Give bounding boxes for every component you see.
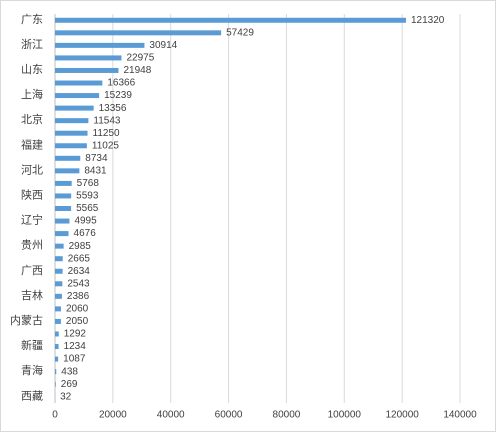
data-label: 4676 <box>74 228 97 239</box>
y-tick-label: 山东 <box>21 63 43 76</box>
bar <box>55 206 72 211</box>
y-tick-label: 西藏 <box>21 389 43 402</box>
y-tick-label: 北京 <box>21 112 43 126</box>
data-label: 22975 <box>126 53 154 64</box>
data-label: 30914 <box>149 40 177 51</box>
y-tick-label: 辽宁 <box>21 213 43 227</box>
data-label: 32 <box>60 391 72 402</box>
bar <box>55 281 63 287</box>
x-tick-label: 100000 <box>328 410 362 421</box>
data-label: 2634 <box>68 266 91 277</box>
y-tick-label: 陕西 <box>21 187 43 201</box>
bar <box>55 93 100 99</box>
y-tick-label: 广西 <box>21 264 43 277</box>
bar <box>55 130 88 136</box>
bar <box>55 218 70 224</box>
bar <box>55 344 59 350</box>
bar <box>55 256 63 262</box>
y-tick-label: 上海 <box>21 87 43 101</box>
bar <box>55 369 57 375</box>
data-label: 11025 <box>92 140 120 151</box>
data-label: 5768 <box>77 178 100 189</box>
bar <box>55 55 122 61</box>
y-tick-label: 吉林 <box>21 288 43 302</box>
x-tick-label: 120000 <box>385 410 419 421</box>
data-label: 13356 <box>99 103 127 114</box>
bar <box>55 67 119 73</box>
data-label: 2386 <box>67 291 90 302</box>
data-label: 2050 <box>66 316 89 327</box>
x-tick-label: 140000 <box>443 410 477 421</box>
bar <box>55 143 87 149</box>
x-tick-label: 80000 <box>273 410 301 421</box>
y-tick-label: 贵州 <box>21 239 43 252</box>
bar <box>55 42 145 48</box>
data-label: 5565 <box>76 203 99 214</box>
data-label: 8431 <box>84 165 107 176</box>
bar <box>55 80 103 86</box>
y-tick-label: 福建 <box>21 137 43 151</box>
x-tick-label: 0 <box>52 410 58 421</box>
data-label: 2985 <box>69 241 92 252</box>
bar <box>55 30 222 36</box>
bar <box>55 180 72 186</box>
data-label: 1087 <box>63 354 86 365</box>
data-label: 4995 <box>74 216 97 227</box>
bar <box>55 168 80 174</box>
data-label: 121320 <box>411 15 445 26</box>
data-label: 269 <box>61 379 78 390</box>
data-label: 1234 <box>64 341 87 352</box>
bar <box>55 243 64 249</box>
bar <box>55 268 63 274</box>
data-label: 11543 <box>93 115 121 126</box>
data-label: 2543 <box>67 278 90 289</box>
data-label: 5593 <box>76 191 99 202</box>
data-label: 438 <box>61 366 78 377</box>
data-label: 2060 <box>66 304 89 315</box>
data-label: 15239 <box>104 90 132 101</box>
bar <box>55 381 56 387</box>
x-tick-label: 60000 <box>215 410 243 421</box>
y-tick-label: 青海 <box>21 363 43 377</box>
y-tick-label: 内蒙古 <box>10 313 43 327</box>
x-tick-label: 20000 <box>99 410 127 421</box>
bar <box>55 155 81 161</box>
data-label: 57429 <box>226 27 254 38</box>
bar <box>55 306 61 312</box>
x-tick-label: 40000 <box>157 410 185 421</box>
data-label: 21948 <box>123 65 151 76</box>
bar <box>55 331 59 337</box>
bar <box>55 105 94 111</box>
data-label: 11250 <box>93 128 121 139</box>
bar <box>55 293 62 299</box>
bar <box>55 231 69 237</box>
bar <box>55 356 59 362</box>
y-tick-label: 新疆 <box>21 338 43 352</box>
data-label: 2665 <box>68 253 91 264</box>
data-label: 8734 <box>85 153 108 164</box>
bar <box>55 17 406 23</box>
data-label: 16366 <box>107 78 135 89</box>
data-label: 1292 <box>64 329 87 340</box>
y-tick-label: 浙江 <box>21 38 43 51</box>
y-tick-label: 河北 <box>21 163 43 176</box>
bar <box>55 318 61 324</box>
bar <box>55 193 72 199</box>
y-tick-label: 广东 <box>21 13 43 26</box>
bar <box>55 118 89 124</box>
